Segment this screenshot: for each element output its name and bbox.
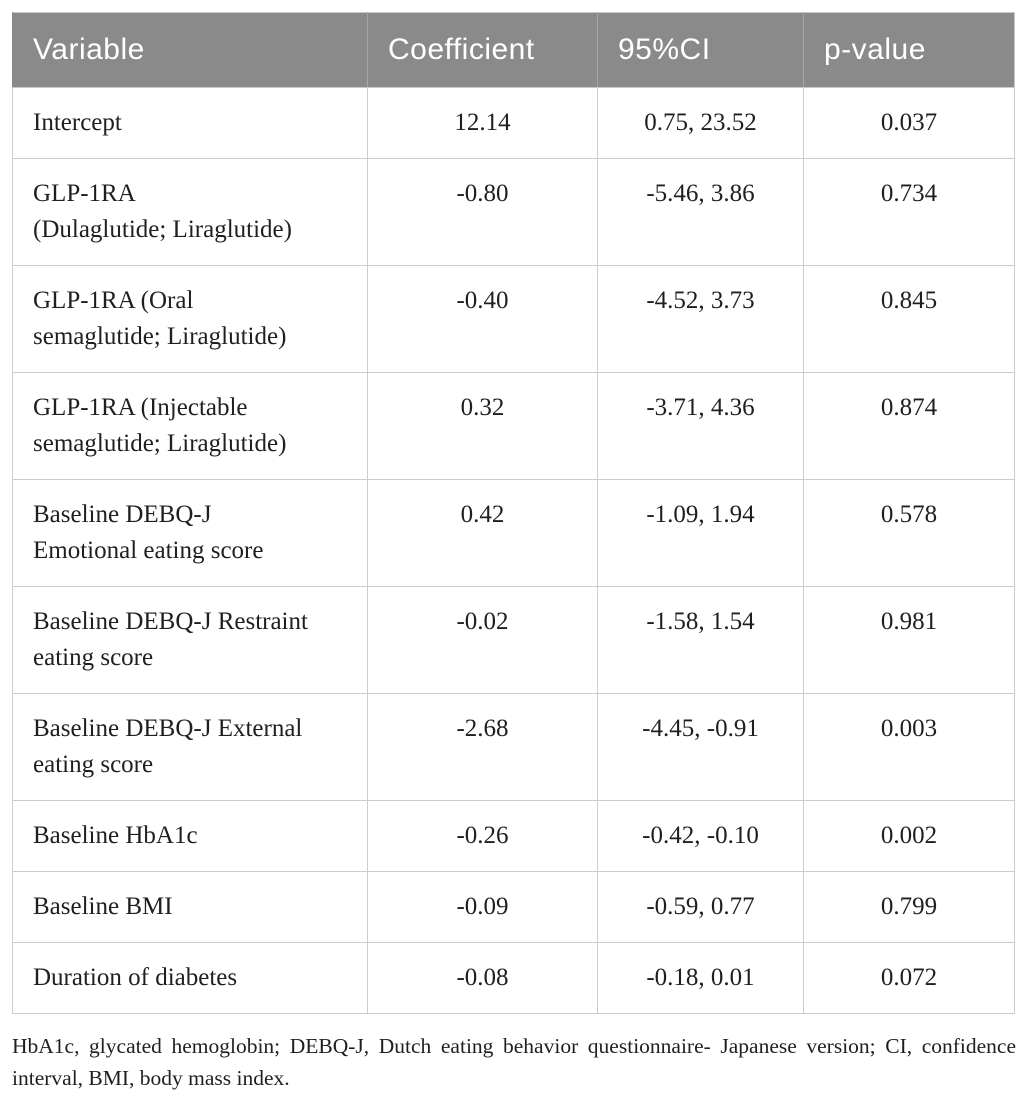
cell-coefficient: -0.80 — [367, 158, 598, 266]
cell-pvalue: 0.003 — [803, 693, 1015, 801]
cell-ci: -4.45, -0.91 — [597, 693, 804, 801]
cell-variable: Baseline HbA1c — [12, 800, 368, 872]
cell-coefficient: 0.42 — [367, 479, 598, 587]
table-row: GLP-1RA (Dulaglutide; Liraglutide) -0.80… — [12, 158, 1015, 266]
cell-pvalue: 0.002 — [803, 800, 1015, 872]
cell-ci: -3.71, 4.36 — [597, 372, 804, 480]
cell-variable: GLP-1RA (Dulaglutide; Liraglutide) — [12, 158, 368, 266]
column-header-pvalue: p-value — [803, 12, 1015, 88]
cell-pvalue: 0.874 — [803, 372, 1015, 480]
table-header: Variable Coefficient 95%CI p-value — [12, 12, 1015, 88]
table-row: Intercept 12.14 0.75, 23.52 0.037 — [12, 87, 1015, 159]
table-row: Baseline DEBQ-J Emotional eating score 0… — [12, 479, 1015, 587]
cell-coefficient: -2.68 — [367, 693, 598, 801]
table-footnote: HbA1c, glycated hemoglobin; DEBQ-J, Dutc… — [12, 1034, 1016, 1091]
cell-ci: -0.42, -0.10 — [597, 800, 804, 872]
column-header-variable: Variable — [12, 12, 368, 88]
cell-pvalue: 0.072 — [803, 942, 1015, 1014]
cell-pvalue: 0.981 — [803, 586, 1015, 694]
cell-pvalue: 0.734 — [803, 158, 1015, 266]
cell-variable: Baseline DEBQ-J Emotional eating score — [12, 479, 368, 587]
cell-coefficient: -0.02 — [367, 586, 598, 694]
cell-variable: GLP-1RA (Oral semaglutide; Liraglutide) — [12, 265, 368, 373]
table-row: Duration of diabetes -0.08 -0.18, 0.01 0… — [12, 942, 1015, 1014]
cell-pvalue: 0.578 — [803, 479, 1015, 587]
cell-variable: Baseline DEBQ-J External eating score — [12, 693, 368, 801]
cell-ci: -5.46, 3.86 — [597, 158, 804, 266]
regression-table: Variable Coefficient 95%CI p-value Inter… — [12, 12, 1015, 1014]
cell-variable: Duration of diabetes — [12, 942, 368, 1014]
cell-variable: Baseline DEBQ-J Restraint eating score — [12, 586, 368, 694]
column-header-ci: 95%CI — [597, 12, 804, 88]
table-row: Baseline BMI -0.09 -0.59, 0.77 0.799 — [12, 871, 1015, 943]
cell-pvalue: 0.037 — [803, 87, 1015, 159]
table-row: GLP-1RA (Oral semaglutide; Liraglutide) … — [12, 265, 1015, 373]
cell-pvalue: 0.845 — [803, 265, 1015, 373]
cell-coefficient: 0.32 — [367, 372, 598, 480]
cell-ci: 0.75, 23.52 — [597, 87, 804, 159]
cell-variable: Intercept — [12, 87, 368, 159]
table-row: Baseline DEBQ-J Restraint eating score -… — [12, 586, 1015, 694]
column-header-coefficient: Coefficient — [367, 12, 598, 88]
cell-pvalue: 0.799 — [803, 871, 1015, 943]
cell-ci: -0.18, 0.01 — [597, 942, 804, 1014]
cell-coefficient: -0.26 — [367, 800, 598, 872]
cell-coefficient: -0.09 — [367, 871, 598, 943]
cell-coefficient: -0.08 — [367, 942, 598, 1014]
cell-coefficient: -0.40 — [367, 265, 598, 373]
table-row: Baseline HbA1c -0.26 -0.42, -0.10 0.002 — [12, 800, 1015, 872]
table-row: GLP-1RA (Injectable semaglutide; Liraglu… — [12, 372, 1015, 480]
cell-variable: Baseline BMI — [12, 871, 368, 943]
cell-coefficient: 12.14 — [367, 87, 598, 159]
table-body: Intercept 12.14 0.75, 23.52 0.037 GLP-1R… — [12, 87, 1015, 1014]
header-row: Variable Coefficient 95%CI p-value — [12, 12, 1015, 88]
cell-ci: -4.52, 3.73 — [597, 265, 804, 373]
cell-ci: -1.58, 1.54 — [597, 586, 804, 694]
cell-ci: -1.09, 1.94 — [597, 479, 804, 587]
cell-variable: GLP-1RA (Injectable semaglutide; Liraglu… — [12, 372, 368, 480]
table-row: Baseline DEBQ-J External eating score -2… — [12, 693, 1015, 801]
cell-ci: -0.59, 0.77 — [597, 871, 804, 943]
